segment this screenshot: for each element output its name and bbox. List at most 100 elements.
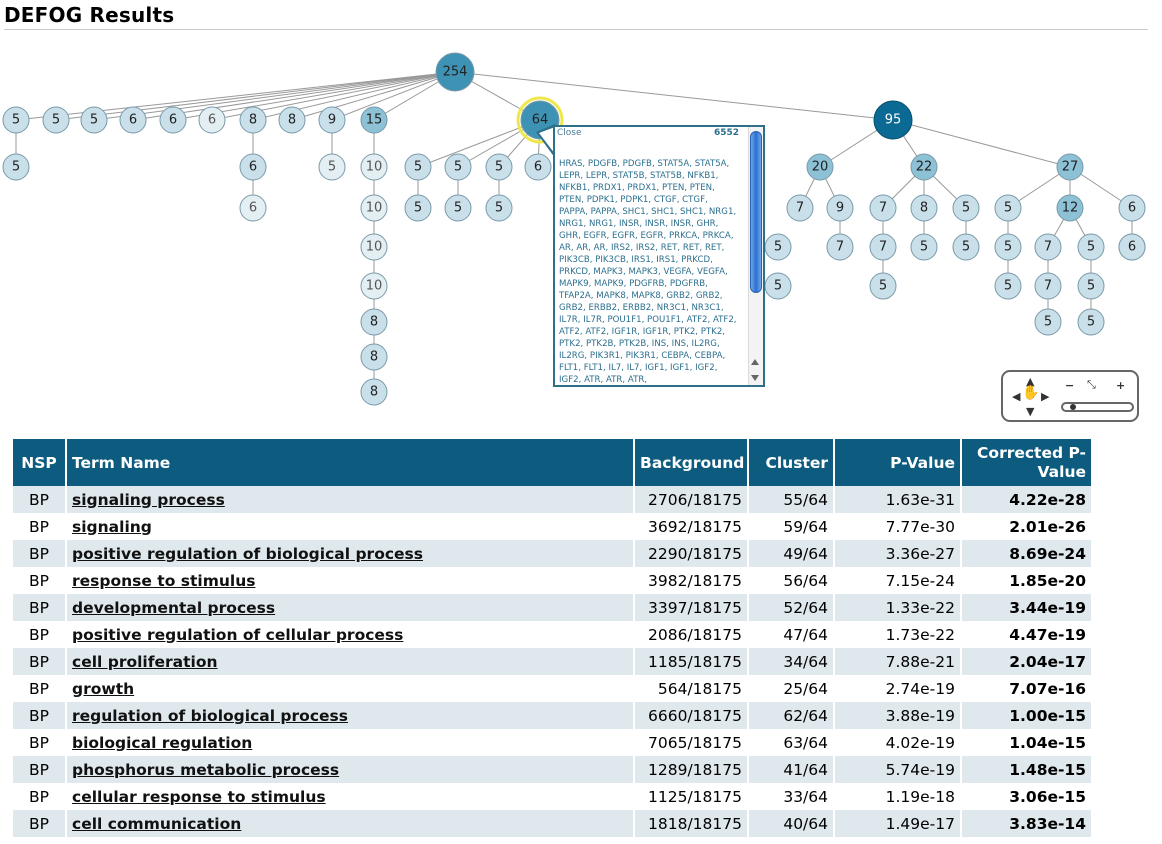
tree-node[interactable]: 5: [869, 272, 897, 300]
term-link[interactable]: regulation of biological process: [72, 706, 348, 725]
tree-node[interactable]: 5: [485, 153, 513, 181]
tree-node[interactable]: 8: [360, 343, 388, 371]
tree-node[interactable]: 15: [360, 106, 388, 134]
tree-node[interactable]: 7: [826, 233, 854, 261]
tree-node-circle[interactable]: [159, 106, 187, 134]
tree-node[interactable]: 6: [1118, 194, 1146, 222]
tree-node-circle[interactable]: [360, 308, 388, 336]
term-link[interactable]: biological regulation: [72, 733, 253, 752]
term-link[interactable]: phosphorus metabolic process: [72, 760, 340, 779]
term-link[interactable]: signaling: [72, 517, 152, 536]
term-link[interactable]: growth: [72, 679, 135, 698]
term-link[interactable]: signaling process: [72, 490, 225, 509]
tree-node-circle[interactable]: [239, 106, 267, 134]
tree-node-circle[interactable]: [1077, 272, 1105, 300]
tree-node-circle[interactable]: [360, 153, 388, 181]
tree-node[interactable]: 5: [764, 272, 792, 300]
col-header-background[interactable]: Background: [634, 439, 749, 486]
tree-node[interactable]: 7: [786, 194, 814, 222]
col-header-nsp[interactable]: NSP: [13, 439, 67, 486]
tree-node-circle[interactable]: [404, 194, 432, 222]
tree-node[interactable]: 7: [869, 194, 897, 222]
tree-node[interactable]: 8: [278, 106, 306, 134]
tree-node[interactable]: 5: [485, 194, 513, 222]
tree-node[interactable]: 5: [1077, 233, 1105, 261]
tree-node[interactable]: 7: [1034, 233, 1062, 261]
tree-node[interactable]: 5: [42, 106, 70, 134]
pan-hand-icon[interactable]: ✋: [1022, 385, 1040, 401]
tree-node-circle[interactable]: [1034, 308, 1062, 336]
tree-node[interactable]: 5: [2, 153, 30, 181]
col-header-cluster[interactable]: Cluster: [748, 439, 835, 486]
tree-node-circle[interactable]: [485, 153, 513, 181]
tree-node-circle[interactable]: [994, 272, 1022, 300]
tree-node-circle[interactable]: [1056, 194, 1084, 222]
tree-node[interactable]: 8: [360, 308, 388, 336]
tree-node[interactable]: 5: [1077, 308, 1105, 336]
tree-node[interactable]: 8: [910, 194, 938, 222]
tree-node[interactable]: 6: [239, 153, 267, 181]
term-link[interactable]: cell proliferation: [72, 652, 218, 671]
tree-node-circle[interactable]: [994, 194, 1022, 222]
tree-node[interactable]: 10: [360, 272, 388, 300]
tree-node[interactable]: 5: [910, 233, 938, 261]
term-link[interactable]: response to stimulus: [72, 571, 256, 590]
tree-node-circle[interactable]: [360, 343, 388, 371]
tree-node-circle[interactable]: [485, 194, 513, 222]
tree-node-circle[interactable]: [444, 153, 472, 181]
tree-node-circle[interactable]: [764, 233, 792, 261]
tree-node-circle[interactable]: [910, 153, 938, 181]
tree-node[interactable]: 5: [2, 106, 30, 134]
tree-node-circle[interactable]: [1056, 153, 1084, 181]
tree-node-circle[interactable]: [119, 106, 147, 134]
tree-node[interactable]: 6: [239, 194, 267, 222]
fit-view-icon[interactable]: ⤡: [1087, 378, 1096, 391]
tree-node-circle[interactable]: [869, 233, 897, 261]
tree-node-circle[interactable]: [826, 194, 854, 222]
tree-node-circle[interactable]: [952, 233, 980, 261]
tree-node-circle[interactable]: [1077, 233, 1105, 261]
tree-node[interactable]: 10: [360, 233, 388, 261]
tree-node[interactable]: 7: [869, 233, 897, 261]
tree-node-circle[interactable]: [952, 194, 980, 222]
tree-node-circle[interactable]: [1118, 194, 1146, 222]
tree-node[interactable]: 6: [159, 106, 187, 134]
tree-node-circle[interactable]: [198, 106, 226, 134]
tree-node-circle[interactable]: [360, 106, 388, 134]
pan-down-icon[interactable]: ▼: [1026, 405, 1035, 418]
tree-node-circle[interactable]: [435, 52, 475, 92]
tree-node-circle[interactable]: [360, 378, 388, 406]
scrollbar-thumb[interactable]: [750, 131, 762, 293]
zoom-slider-knob[interactable]: [1070, 404, 1077, 410]
tree-node-circle[interactable]: [318, 153, 346, 181]
term-link[interactable]: cellular response to stimulus: [72, 787, 326, 806]
tree-node[interactable]: 10: [360, 153, 388, 181]
pan-right-icon[interactable]: ▶: [1041, 390, 1050, 403]
tree-node[interactable]: 5: [994, 194, 1022, 222]
zoom-slider[interactable]: [1061, 402, 1134, 412]
tree-node[interactable]: 5: [1034, 308, 1062, 336]
tree-node-circle[interactable]: [318, 106, 346, 134]
tree-node[interactable]: 95: [873, 100, 913, 140]
tree-node[interactable]: 9: [318, 106, 346, 134]
tree-node-circle[interactable]: [994, 233, 1022, 261]
tree-node[interactable]: 22: [910, 153, 938, 181]
tree-node[interactable]: 5: [994, 272, 1022, 300]
tree-node[interactable]: 5: [764, 233, 792, 261]
tree-root-node[interactable]: 254: [435, 52, 475, 92]
tree-node[interactable]: 6: [198, 106, 226, 134]
zoom-out-icon[interactable]: −: [1065, 379, 1075, 392]
tree-node[interactable]: 5: [952, 233, 980, 261]
tree-node-circle[interactable]: [2, 153, 30, 181]
tree-node-circle[interactable]: [360, 233, 388, 261]
tree-node[interactable]: 5: [404, 153, 432, 181]
term-link[interactable]: positive regulation of cellular process: [72, 625, 404, 644]
tree-node-circle[interactable]: [1077, 308, 1105, 336]
tooltip-close-link[interactable]: Close: [557, 128, 582, 138]
tooltip-scrollbar[interactable]: [748, 127, 763, 385]
tree-node[interactable]: 5: [444, 153, 472, 181]
tree-node[interactable]: 5: [80, 106, 108, 134]
tree-node[interactable]: 5: [404, 194, 432, 222]
col-header-corrected[interactable]: Corrected P-Value: [961, 439, 1091, 486]
tree-node-circle[interactable]: [1034, 233, 1062, 261]
